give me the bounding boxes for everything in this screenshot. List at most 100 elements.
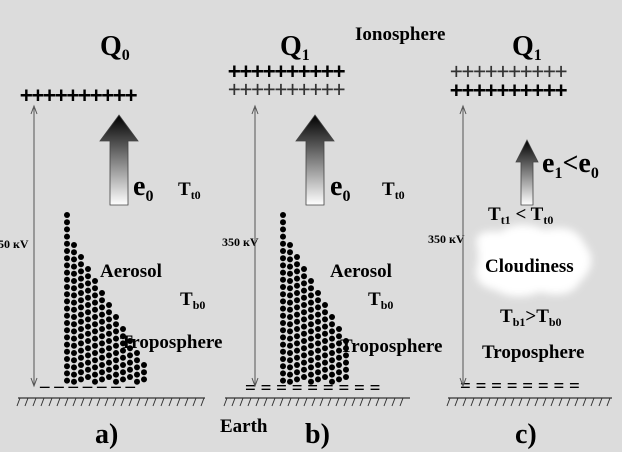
aerosol-dot	[64, 240, 70, 247]
aerosol-dot	[315, 326, 321, 332]
aerosol-dot	[141, 376, 147, 383]
aerosol-dot	[113, 321, 119, 328]
aerosol-dot	[322, 352, 328, 359]
aerosol-dot	[78, 369, 84, 376]
ground-hatch	[72, 397, 77, 407]
aerosol-dot	[71, 328, 77, 335]
upper-charges: ++++++++++	[450, 59, 567, 83]
ground-hatch	[231, 397, 236, 407]
aerosol-dot	[287, 270, 293, 277]
aerosol-dot	[64, 363, 70, 370]
aerosol-dot	[287, 364, 293, 371]
aerosol-dot	[85, 374, 91, 380]
aerosol-dot	[127, 338, 133, 344]
aerosol-dot	[287, 378, 293, 385]
panel-label: c)	[515, 419, 537, 450]
aerosol-dot	[85, 352, 91, 359]
aerosol-dot	[315, 290, 321, 296]
aerosol-dot	[308, 357, 314, 364]
aerosol-dot	[78, 254, 84, 260]
ground-hatch	[160, 397, 165, 407]
aerosol-dot	[329, 335, 335, 342]
aerosol-dot	[71, 278, 77, 284]
aerosol-dot	[99, 290, 105, 296]
aerosol-dot	[294, 340, 300, 347]
ground-hatch	[550, 397, 555, 407]
aerosol-dot	[322, 338, 328, 344]
aerosol-dot	[120, 326, 126, 332]
aerosol-dot	[280, 269, 286, 276]
panel-label: a)	[95, 419, 118, 450]
ground-hatch	[446, 397, 451, 407]
bottom-temp: Tb1>Tb0	[500, 306, 562, 329]
aerosol-dot	[64, 291, 70, 298]
ground-hatch	[462, 397, 467, 407]
aerosol-dot	[301, 273, 307, 280]
aerosol-dot	[315, 369, 321, 376]
aerosol-dot	[78, 297, 84, 304]
aerosol-dot	[106, 366, 112, 373]
aerosol-dot	[287, 256, 293, 263]
aerosol-dot	[92, 357, 98, 364]
aerosol-dot	[329, 321, 335, 328]
aerosol-dot	[280, 348, 286, 355]
aerosol-dot	[64, 298, 70, 305]
aerosol-dot	[113, 350, 119, 356]
ground-hatch	[486, 397, 491, 407]
aerosol-dot	[99, 354, 105, 361]
aerosol-dot	[113, 357, 119, 364]
ground-hatch	[247, 397, 252, 407]
aerosol-dot	[99, 297, 105, 304]
aerosol-dot	[280, 341, 286, 348]
aerosol-dot	[106, 302, 112, 308]
aerosol-dot	[92, 342, 98, 349]
charge: Q1	[280, 31, 310, 64]
aerosol-dot	[99, 333, 105, 340]
aerosol-dot	[329, 378, 335, 385]
aerosol-dot	[287, 242, 293, 248]
aerosol-dot	[64, 233, 70, 240]
aerosol-dot	[329, 328, 335, 335]
aerosol-dot	[287, 314, 293, 320]
aerosol-dot	[64, 327, 70, 334]
top-temp: Tt0	[178, 179, 201, 202]
aerosol-dot	[294, 311, 300, 318]
aerosol-dot	[64, 262, 70, 269]
aerosol-dot	[120, 369, 126, 376]
aerosol-dot	[280, 255, 286, 262]
ground-hatch	[335, 397, 340, 407]
aerosol-dot	[308, 314, 314, 320]
arrow-head	[30, 377, 38, 388]
ground-hatch	[128, 397, 133, 407]
ground-hatch	[303, 397, 308, 407]
upper-charges: ++++++++++	[228, 77, 345, 101]
ground-hatch	[16, 397, 21, 407]
ground-hatch	[295, 397, 300, 407]
aerosol-dot	[315, 304, 321, 311]
aerosol-dot	[294, 304, 300, 311]
aerosol-dot	[329, 364, 335, 371]
aerosol-dot	[280, 291, 286, 298]
aerosol-dot	[71, 285, 77, 292]
aerosol-dot	[113, 364, 119, 371]
aerosol-dot	[106, 374, 112, 380]
aerosol-dot	[64, 320, 70, 326]
aerosol-dot	[127, 359, 133, 366]
aerosol-dot	[315, 311, 321, 318]
ground-hatch	[558, 397, 563, 407]
ground-hatch	[176, 397, 181, 407]
aerosol-dot	[315, 297, 321, 304]
aerosol-dot	[329, 350, 335, 356]
aerosol-dot	[329, 371, 335, 378]
ground-hatch	[80, 397, 85, 407]
aerosol-dot	[315, 340, 321, 347]
aerosol-dot	[280, 284, 286, 290]
aerosol-dot	[294, 376, 300, 383]
aerosol-dot	[71, 270, 77, 277]
aerosol-dot	[71, 371, 77, 378]
aerosol-dot	[64, 269, 70, 276]
aerosol-dot	[294, 362, 300, 368]
aerosol-dot	[134, 350, 140, 356]
aerosol-dot	[301, 338, 307, 344]
aerosol-dot	[301, 345, 307, 352]
